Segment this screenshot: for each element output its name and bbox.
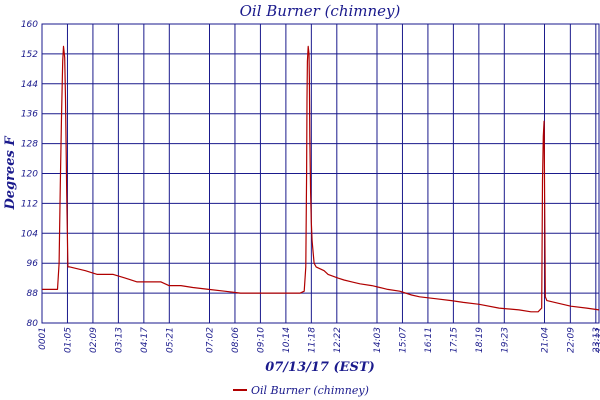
legend-label: Oil Burner (chimney) xyxy=(251,384,369,397)
y-tick-label: 120 xyxy=(21,170,38,180)
x-tick-label: 0001 xyxy=(38,327,48,350)
x-tick-label: 09:10 xyxy=(256,327,266,353)
chart-title: Oil Burner (chimney) xyxy=(240,2,401,20)
x-tick-label: 07:02 xyxy=(205,327,215,353)
y-tick-label: 152 xyxy=(21,50,38,60)
x-tick-label: 23:21 xyxy=(595,327,600,353)
series-line xyxy=(42,45,600,313)
y-tick-label: 160 xyxy=(21,20,38,30)
y-tick-label: 144 xyxy=(21,80,38,90)
x-tick-labels: 0001 01:05 02:09 03:13 04:17 05:21 07:02 08:06 0… xyxy=(38,327,600,353)
y-tick-label: 112 xyxy=(21,199,38,209)
x-tick-label: 14:03 xyxy=(373,327,383,353)
series-group xyxy=(42,45,600,313)
y-tick-label: 88 xyxy=(27,289,39,299)
x-tick-label: 01:05 xyxy=(63,327,73,353)
y-axis-label: Degrees F xyxy=(3,136,18,211)
x-tick-label: 08:06 xyxy=(231,327,241,353)
plot-frame xyxy=(41,23,600,324)
x-tick-label: 19:23 xyxy=(500,327,510,353)
x-tick-label: 15:07 xyxy=(398,327,408,353)
y-tick-label: 136 xyxy=(21,110,38,120)
x-tick-label: 04:17 xyxy=(140,327,150,353)
legend: Oil Burner (chimney) xyxy=(233,384,369,397)
x-tick-label: 17:15 xyxy=(449,327,459,353)
y-tick-labels: 80 88 96 104 112 120 128 136 144 152 160 xyxy=(21,20,38,329)
y-tick-label: 128 xyxy=(21,140,38,150)
y-tick-label: 96 xyxy=(27,259,39,269)
x-tick-label: 11:18 xyxy=(307,327,317,353)
x-axis-label: 07/13/17 (EST) xyxy=(265,360,375,375)
y-tick-label: 80 xyxy=(27,319,39,329)
x-tick-label: 02:09 xyxy=(89,327,99,353)
x-tick-label: 18:19 xyxy=(475,327,485,353)
x-tick-label: 23:13 xyxy=(592,327,600,353)
x-tick-label: 12:22 xyxy=(333,327,343,353)
x-tick-label: 03:13 xyxy=(114,327,124,353)
x-tick-label: 16:11 xyxy=(424,327,434,353)
x-tick-label: 10:14 xyxy=(282,327,292,353)
x-tick-label: 05:21 xyxy=(165,327,175,353)
x-tick-label: 22:09 xyxy=(566,327,576,353)
y-tick-label: 104 xyxy=(21,229,38,239)
x-tick-label: 21:04 xyxy=(540,327,550,353)
